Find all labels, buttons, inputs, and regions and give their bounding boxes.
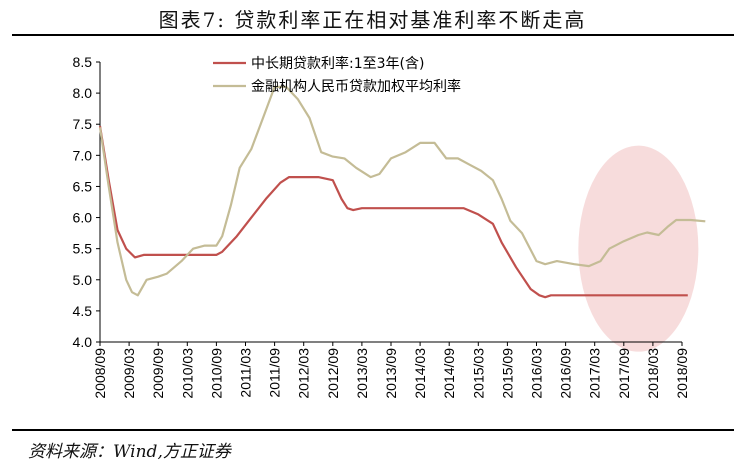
y-tick-label: 4.0: [73, 334, 93, 350]
x-tick-label: 2012/03: [296, 348, 312, 399]
x-tick-label: 2017/03: [587, 348, 603, 399]
legend-label-2: 金融机构人民币贷款加权平均利率: [251, 78, 461, 95]
y-tick-label: 5.0: [73, 272, 93, 288]
x-tick-label: 2011/09: [267, 348, 283, 398]
x-tick-label: 2013/03: [354, 348, 370, 399]
x-tick-label: 2010/03: [179, 348, 195, 399]
y-tick-label: 4.5: [73, 303, 93, 319]
y-tick-label: 8.5: [73, 54, 93, 70]
chart-title: 图表7: 贷款利率正在相对基准利率不断走高: [158, 8, 587, 32]
highlight-ellipse: [578, 145, 699, 352]
x-tick-label: 2018/03: [645, 348, 661, 399]
x-tick-label: 2015/03: [470, 348, 486, 399]
y-tick-label: 7.5: [73, 116, 93, 132]
x-tick-label: 2016/09: [558, 348, 574, 399]
series-group: [98, 85, 706, 299]
x-tick-label: 2010/09: [208, 348, 224, 399]
x-tick-label: 2009/09: [150, 348, 166, 399]
source-note: 资料来源：Wind,方正证券: [28, 442, 231, 462]
x-tick-label: 2011/03: [238, 348, 254, 398]
x-tick-label: 2013/09: [383, 348, 399, 399]
x-tick-label: 2012/09: [325, 348, 341, 399]
series-line-1: [98, 125, 688, 299]
y-tick-label: 5.5: [73, 241, 93, 257]
x-tick-label: 2008/09: [92, 348, 108, 399]
x-tick-label: 2015/09: [499, 348, 515, 399]
series-line-2: [98, 85, 706, 297]
bottom-rule: [12, 429, 734, 431]
legend-label-1: 中长期贷款利率:1至3年(含): [251, 55, 424, 72]
x-tick-label: 2014/09: [441, 348, 457, 399]
y-tick-label: 8.0: [73, 85, 93, 101]
y-tick-label: 6.0: [73, 210, 93, 226]
y-tick-label: 6.5: [73, 178, 93, 194]
top-rule: [12, 34, 734, 36]
x-tick-label: 2018/09: [674, 348, 690, 399]
x-tick-label: 2014/03: [412, 348, 428, 399]
y-tick-label: 7.0: [73, 147, 93, 163]
legend: 中长期贷款利率:1至3年(含) 金融机构人民币贷款加权平均利率: [213, 55, 461, 95]
x-tick-label: 2009/03: [121, 348, 137, 399]
x-tick-label: 2016/03: [529, 348, 545, 399]
x-tick-label: 2017/09: [616, 348, 632, 399]
